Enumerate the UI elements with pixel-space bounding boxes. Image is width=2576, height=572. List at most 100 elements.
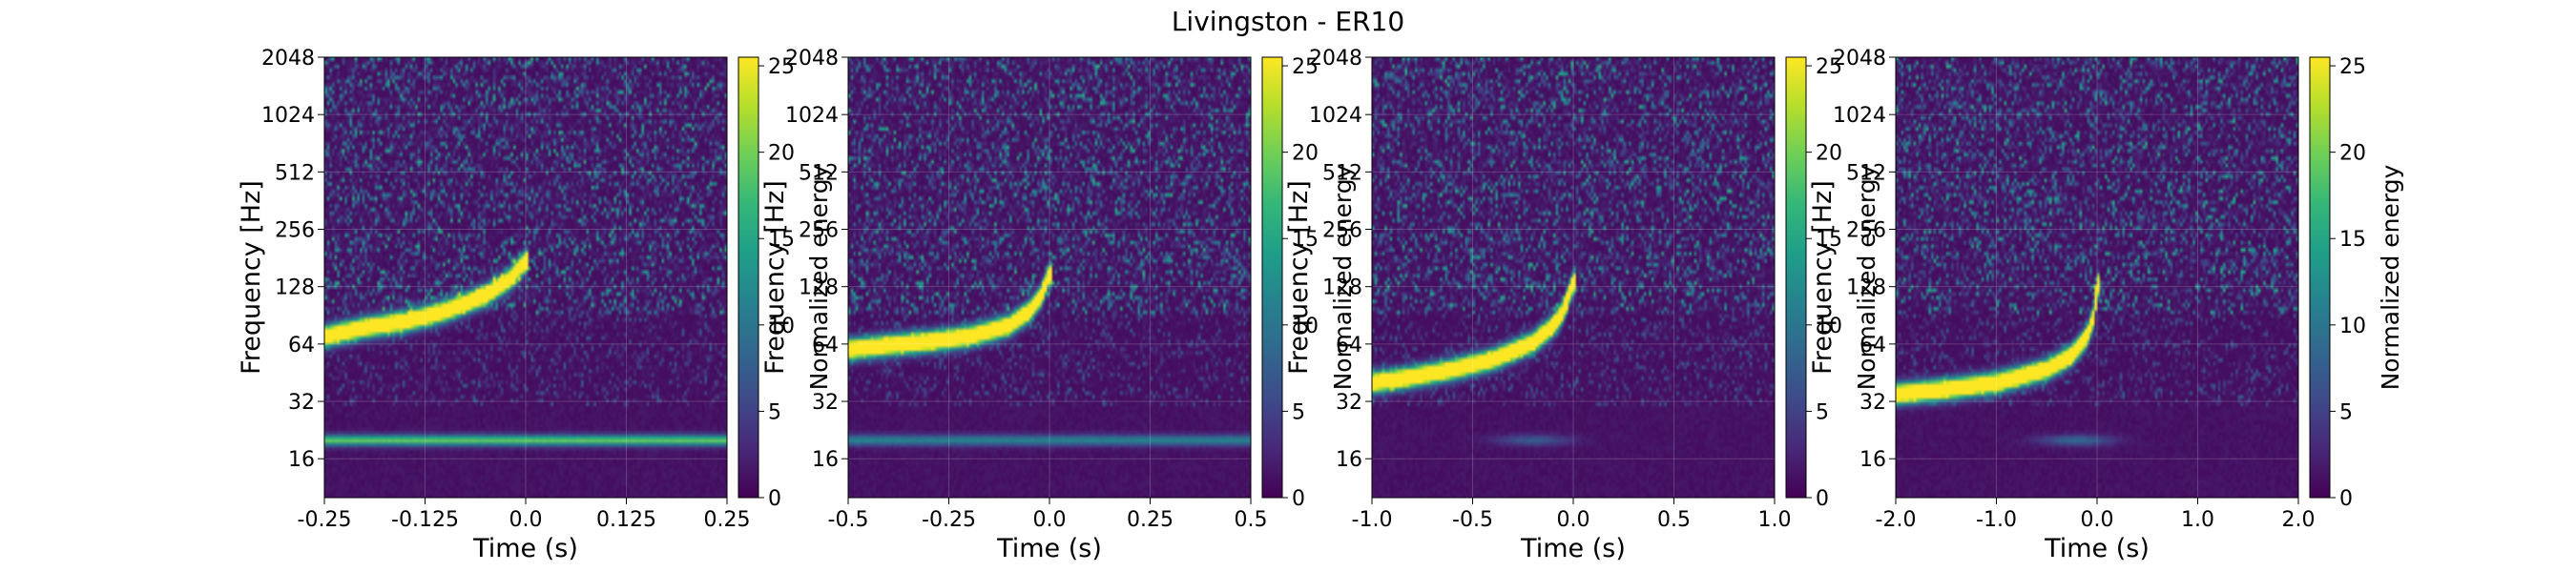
x-tick-label: 0.0 — [1557, 508, 1590, 532]
y-tick-label: 1024 — [785, 104, 839, 128]
x-tick-label: 0.25 — [704, 508, 751, 532]
y-tick-label: 64 — [812, 334, 839, 358]
y-tick-label: 16 — [812, 448, 839, 472]
x-tick-label: 0.125 — [596, 508, 656, 532]
colorbar-tick-label: 20 — [1816, 142, 1842, 166]
panels-container: -0.25 -0.125 0.0 0.125 0.25 16 32 64 128 256 512 10… — [237, 47, 2404, 563]
colorbar-tick-label: 5 — [768, 400, 781, 424]
y-tick-label: 256 — [1846, 219, 1886, 243]
x-axis-label: Time (s) — [2044, 534, 2150, 563]
y-tick-label: 512 — [1322, 161, 1362, 185]
colorbar-tick-label: 5 — [2339, 400, 2353, 424]
y-axis-label: Frequency [Hz] — [237, 180, 266, 375]
panel-4: -2.0 -1.0 0.0 1.0 2.0 16 32 64 128 256 512 1024 2048… — [1808, 47, 2404, 563]
x-tick-label: -0.5 — [1452, 508, 1493, 532]
figure-title: Livingston - ER10 — [1172, 6, 1404, 37]
y-tick-label: 128 — [1846, 276, 1886, 300]
y-tick-label: 128 — [1322, 276, 1362, 300]
y-tick-label: 512 — [275, 161, 315, 185]
y-axis-label: Frequency [Hz] — [1284, 180, 1314, 375]
colorbar — [2309, 56, 2331, 499]
y-tick-label: 16 — [288, 448, 315, 472]
spectrogram-image — [848, 57, 1251, 498]
spectrogram-image — [1896, 57, 2298, 498]
y-tick-label: 1024 — [1833, 104, 1886, 128]
x-tick-label: -0.25 — [922, 508, 976, 532]
y-axis-label: Frequency [Hz] — [760, 180, 790, 375]
colorbar-tick-label: 20 — [768, 142, 795, 166]
colorbar — [1785, 56, 1807, 499]
colorbar-tick-label: 15 — [2339, 228, 2366, 252]
spectrogram-image — [1372, 57, 1775, 498]
x-tick-label: -0.25 — [298, 508, 352, 532]
x-tick-label: 0.0 — [1033, 508, 1067, 532]
y-tick-label: 2048 — [1309, 47, 1362, 71]
y-tick-label: 2048 — [1833, 47, 1886, 71]
colorbar-tick-label: 5 — [1292, 400, 1305, 424]
colorbar-tick-label: 10 — [1816, 315, 1842, 338]
colorbar-tick-label: 25 — [1292, 55, 1319, 79]
x-tick-label: 0.5 — [1657, 508, 1691, 532]
x-tick-label: -0.125 — [391, 508, 459, 532]
colorbar-tick-label: 25 — [2339, 55, 2366, 79]
colorbar-tick-label: 0 — [2339, 487, 2353, 511]
x-tick-label: 0.5 — [1235, 508, 1268, 532]
y-tick-label: 64 — [1859, 334, 1886, 358]
colorbar-tick-label: 0 — [768, 487, 781, 511]
colorbar-label: Normalized energy — [805, 164, 833, 390]
x-tick-label: 2.0 — [2282, 508, 2316, 532]
y-tick-label: 1024 — [261, 104, 315, 128]
x-axis-label: Time (s) — [1520, 534, 1626, 563]
panel-2: -0.5 -0.25 0.0 0.25 0.5 16 32 64 128 256 512 1024 20… — [760, 47, 1357, 563]
y-tick-label: 512 — [799, 161, 839, 185]
y-tick-label: 16 — [1336, 448, 1362, 472]
x-tick-label: -1.0 — [1352, 508, 1393, 532]
panel-3: -1.0 -0.5 0.0 0.5 1.0 16 32 64 128 256 512 1024 2048… — [1284, 47, 1880, 563]
y-tick-label: 2048 — [261, 47, 315, 71]
x-tick-label: 1.0 — [1758, 508, 1792, 532]
y-tick-label: 32 — [1336, 391, 1362, 415]
y-tick-label: 256 — [275, 219, 315, 243]
colorbar-tick-label: 15 — [1292, 228, 1319, 252]
x-tick-label: 1.0 — [2181, 508, 2214, 532]
x-tick-label: -1.0 — [1976, 508, 2017, 532]
y-tick-label: 256 — [1322, 219, 1362, 243]
y-tick-label: 256 — [799, 219, 839, 243]
colorbar-tick-label: 20 — [1292, 142, 1319, 166]
y-tick-label: 512 — [1846, 161, 1886, 185]
panel-1: -0.25 -0.125 0.0 0.125 0.25 16 32 64 128 256 512 10… — [237, 47, 833, 563]
colorbar-tick-label: 0 — [1292, 487, 1305, 511]
y-tick-label: 32 — [288, 391, 315, 415]
colorbar — [1261, 56, 1283, 499]
x-tick-label: 0.0 — [509, 508, 543, 532]
colorbar-label: Normalized energy — [2377, 164, 2404, 390]
y-tick-label: 1024 — [1309, 104, 1362, 128]
colorbar-tick-label: 25 — [768, 55, 795, 79]
colorbar-tick-label: 25 — [1816, 55, 1842, 79]
y-axis-label: Frequency [Hz] — [1808, 180, 1838, 375]
y-tick-label: 32 — [812, 391, 839, 415]
colorbar-tick-label: 15 — [1816, 228, 1842, 252]
colorbar-tick-label: 0 — [1816, 487, 1829, 511]
y-tick-label: 16 — [1859, 448, 1886, 472]
x-axis-label: Time (s) — [472, 534, 578, 563]
colorbar — [737, 56, 759, 499]
y-tick-label: 32 — [1859, 391, 1886, 415]
colorbar-label: Normalized energy — [1329, 164, 1357, 390]
spectrogram-image — [324, 57, 727, 498]
colorbar-tick-label: 15 — [768, 228, 795, 252]
y-tick-label: 128 — [799, 276, 839, 300]
y-tick-label: 64 — [1336, 334, 1362, 358]
y-tick-label: 2048 — [785, 47, 839, 71]
x-tick-label: 0.25 — [1127, 508, 1174, 532]
x-tick-label: -2.0 — [1876, 508, 1917, 532]
colorbar-tick-label: 10 — [1292, 315, 1319, 338]
x-axis-label: Time (s) — [996, 534, 1102, 563]
colorbar-tick-label: 10 — [2339, 315, 2366, 338]
x-tick-label: -0.5 — [828, 508, 869, 532]
colorbar-tick-label: 10 — [768, 315, 795, 338]
y-tick-label: 128 — [275, 276, 315, 300]
colorbar-tick-label: 20 — [2339, 142, 2366, 166]
